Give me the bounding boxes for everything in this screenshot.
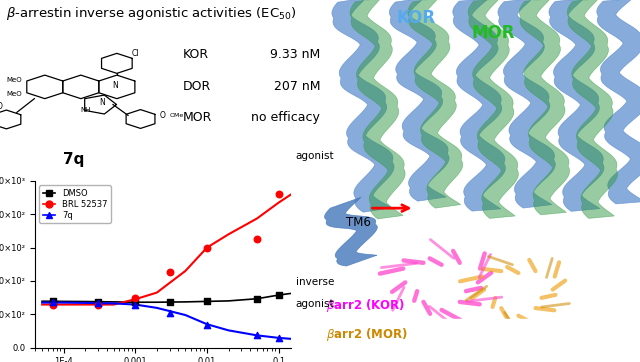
- Text: $\beta$-arrestin inverse agonistic activities (EC$_{50}$): $\beta$-arrestin inverse agonistic activ…: [6, 5, 297, 22]
- Text: no efficacy: no efficacy: [251, 111, 320, 124]
- Point: [130, 302, 140, 308]
- Text: MOR: MOR: [471, 24, 515, 42]
- Point: [93, 300, 103, 306]
- Text: MOR: MOR: [182, 111, 212, 124]
- Point: [130, 295, 140, 301]
- Text: agonist: agonist: [296, 299, 334, 309]
- Text: inverse: inverse: [296, 277, 334, 287]
- Text: O: O: [160, 111, 166, 120]
- Text: Cl: Cl: [131, 49, 139, 58]
- Point: [202, 298, 212, 304]
- Polygon shape: [350, 0, 405, 219]
- Polygon shape: [452, 0, 506, 211]
- Point: [273, 191, 284, 197]
- Point: [47, 298, 58, 304]
- Text: O: O: [0, 102, 3, 111]
- Polygon shape: [332, 0, 394, 212]
- Point: [273, 335, 284, 341]
- Point: [164, 299, 175, 305]
- Text: KOR: KOR: [182, 48, 209, 61]
- Text: TM6: TM6: [346, 216, 371, 229]
- Text: 9.33 nM: 9.33 nM: [269, 48, 320, 61]
- Text: NH: NH: [81, 107, 92, 113]
- Polygon shape: [320, 319, 640, 362]
- Text: $\beta$arr2 (KOR): $\beta$arr2 (KOR): [326, 298, 406, 314]
- Polygon shape: [519, 0, 570, 215]
- Text: MeO: MeO: [7, 91, 22, 97]
- Polygon shape: [324, 197, 378, 266]
- Text: KOR: KOR: [396, 9, 436, 27]
- Polygon shape: [498, 0, 556, 208]
- Legend: DMSO, BRL 52537, 7q: DMSO, BRL 52537, 7q: [40, 185, 111, 223]
- Text: 7q: 7q: [63, 152, 84, 167]
- Polygon shape: [567, 0, 618, 218]
- Text: DOR: DOR: [182, 80, 211, 93]
- Text: N: N: [113, 81, 118, 89]
- Point: [252, 332, 262, 338]
- Point: [164, 269, 175, 275]
- Point: [47, 299, 58, 305]
- Text: 207 nM: 207 nM: [273, 80, 320, 93]
- Point: [93, 302, 103, 308]
- Point: [130, 299, 140, 305]
- Polygon shape: [389, 0, 449, 201]
- Point: [47, 302, 58, 307]
- Point: [252, 296, 262, 302]
- Polygon shape: [549, 0, 604, 211]
- Text: OMe: OMe: [170, 113, 184, 118]
- Text: $\beta$arr2 (MOR): $\beta$arr2 (MOR): [326, 327, 408, 343]
- Point: [202, 245, 212, 251]
- Text: MeO: MeO: [7, 77, 22, 83]
- Point: [202, 322, 212, 328]
- Point: [273, 292, 284, 298]
- Point: [93, 299, 103, 305]
- Polygon shape: [408, 0, 463, 208]
- Point: [252, 236, 262, 242]
- Text: N: N: [99, 98, 105, 107]
- Text: agonist: agonist: [296, 151, 334, 161]
- Point: [164, 310, 175, 315]
- Polygon shape: [468, 0, 518, 218]
- Polygon shape: [596, 0, 640, 204]
